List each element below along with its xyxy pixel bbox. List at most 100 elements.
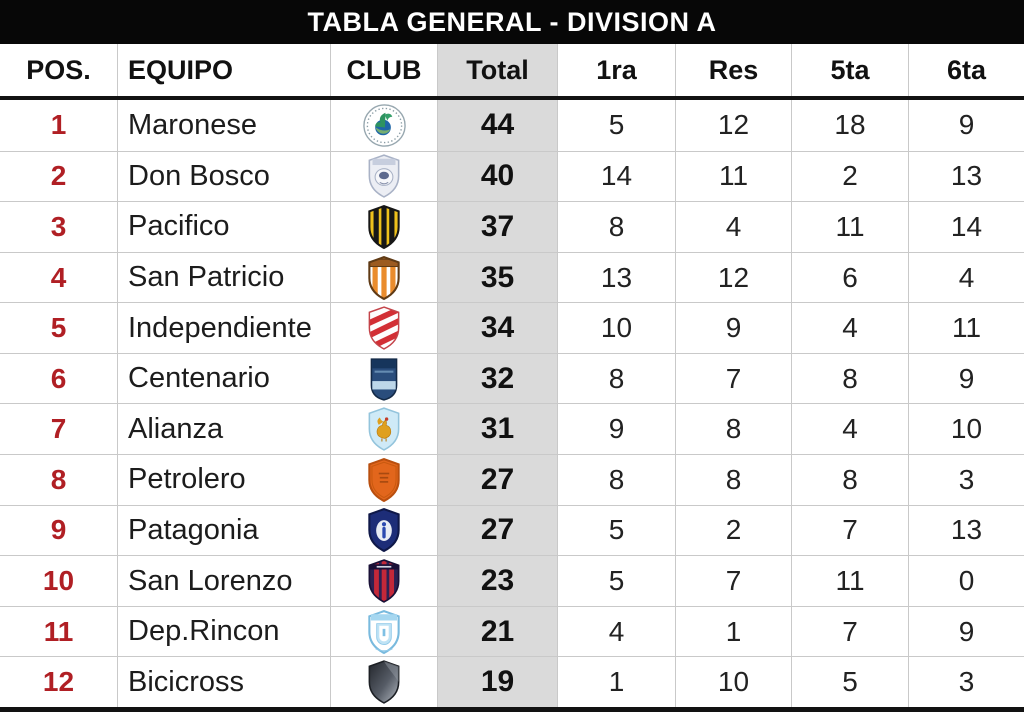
position-cell: 11 [43, 615, 74, 647]
position-cell: 7 [50, 413, 67, 445]
total-points-cell: 32 [437, 353, 557, 404]
res-points-cell: 11 [675, 151, 791, 202]
total-points-cell: 19 [437, 657, 557, 707]
team-name-cell: Don Bosco [117, 151, 330, 202]
1ra-points-cell: 5 [557, 556, 675, 606]
patagonia-crest-icon [361, 507, 407, 553]
club-cell [330, 100, 437, 151]
club-cell [330, 657, 437, 707]
column-header-row: POS. EQUIPO CLUB Total 1ra Res 5ta 6ta [0, 44, 1024, 100]
5ta-points-cell: 8 [791, 353, 908, 404]
table-row: 4 San Patricio 35 13 12 6 4 [0, 251, 1024, 303]
san-patricio-crest-icon [361, 255, 407, 301]
position-cell: 3 [50, 210, 67, 242]
club-cell [330, 303, 437, 353]
5ta-points-cell: 4 [791, 404, 908, 455]
club-cell [330, 202, 437, 252]
table-row: 5 Independiente 34 10 9 4 11 [0, 302, 1024, 353]
res-points-cell: 2 [675, 505, 791, 556]
table-body: 1 Maronese 44 5 12 18 9 2 Don Bosco 40 1… [0, 100, 1024, 707]
team-name-cell: Dep.Rincon [117, 606, 330, 657]
column-header-club: CLUB [330, 44, 437, 96]
san-lorenzo-crest-icon [361, 558, 407, 604]
team-name-cell: Independiente [117, 303, 330, 353]
position-cell: 8 [50, 463, 67, 495]
table-title: TABLA GENERAL - DIVISION A [307, 6, 717, 37]
team-name-cell: Bicicross [117, 657, 330, 707]
1ra-points-cell: 8 [557, 353, 675, 404]
1ra-points-cell: 14 [557, 151, 675, 202]
team-name-cell: Alianza [117, 404, 330, 455]
6ta-points-cell: 9 [908, 353, 1024, 404]
table-row: 9 Patagonia 27 5 2 7 13 [0, 504, 1024, 556]
5ta-points-cell: 7 [791, 606, 908, 657]
total-points-cell: 23 [437, 556, 557, 606]
bicicross-crest-icon [361, 659, 407, 705]
table-title-bar: TABLA GENERAL - DIVISION A [0, 0, 1024, 44]
club-cell [330, 252, 437, 303]
6ta-points-cell: 3 [908, 455, 1024, 505]
centenario-crest-icon [361, 356, 407, 402]
position-cell: 10 [42, 565, 75, 597]
total-points-cell: 44 [437, 100, 557, 151]
table-row: 10 San Lorenzo 23 5 7 11 0 [0, 555, 1024, 606]
total-points-cell: 37 [437, 202, 557, 252]
res-points-cell: 9 [675, 303, 791, 353]
position-cell: 6 [50, 362, 67, 394]
column-header-6ta: 6ta [908, 44, 1024, 96]
position-cell: 9 [50, 514, 67, 546]
res-points-cell: 10 [675, 657, 791, 707]
6ta-points-cell: 13 [908, 505, 1024, 556]
column-header-pos: POS. [26, 54, 91, 85]
res-points-cell: 4 [675, 202, 791, 252]
team-name-cell: San Lorenzo [117, 556, 330, 606]
position-cell: 12 [42, 666, 75, 698]
6ta-points-cell: 0 [908, 556, 1024, 606]
pacifico-crest-icon [361, 204, 407, 250]
table-row: 11 Dep.Rincon 21 4 1 7 9 [0, 605, 1024, 657]
total-points-cell: 21 [437, 606, 557, 657]
6ta-points-cell: 11 [908, 303, 1024, 353]
team-name-cell: Centenario [117, 353, 330, 404]
6ta-points-cell: 9 [908, 100, 1024, 151]
5ta-points-cell: 4 [791, 303, 908, 353]
club-cell [330, 151, 437, 202]
1ra-points-cell: 4 [557, 606, 675, 657]
res-points-cell: 1 [675, 606, 791, 657]
team-name-cell: Patagonia [117, 505, 330, 556]
position-cell: 2 [50, 160, 67, 192]
team-name-cell: Petrolero [117, 455, 330, 505]
don-bosco-crest-icon [361, 153, 407, 199]
club-cell [330, 556, 437, 606]
5ta-points-cell: 8 [791, 455, 908, 505]
5ta-points-cell: 2 [791, 151, 908, 202]
position-cell: 1 [50, 109, 67, 141]
1ra-points-cell: 5 [557, 100, 675, 151]
maronese-crest-icon [361, 102, 407, 148]
team-name-cell: San Patricio [117, 252, 330, 303]
6ta-points-cell: 13 [908, 151, 1024, 202]
1ra-points-cell: 9 [557, 404, 675, 455]
total-points-cell: 34 [437, 303, 557, 353]
position-cell: 4 [50, 261, 67, 293]
team-name-cell: Pacifico [117, 202, 330, 252]
dep-rincon-crest-icon [361, 609, 407, 655]
1ra-points-cell: 1 [557, 657, 675, 707]
res-points-cell: 7 [675, 556, 791, 606]
table-row: 3 Pacifico 37 8 4 11 14 [0, 201, 1024, 252]
column-header-equipo: EQUIPO [117, 44, 330, 96]
res-points-cell: 7 [675, 353, 791, 404]
total-points-cell: 27 [437, 455, 557, 505]
total-points-cell: 35 [437, 252, 557, 303]
1ra-points-cell: 8 [557, 202, 675, 252]
total-points-cell: 27 [437, 505, 557, 556]
club-cell [330, 505, 437, 556]
5ta-points-cell: 11 [791, 556, 908, 606]
6ta-points-cell: 4 [908, 252, 1024, 303]
club-cell [330, 455, 437, 505]
column-header-1ra: 1ra [557, 44, 675, 96]
independiente-crest-icon [361, 305, 407, 351]
res-points-cell: 8 [675, 404, 791, 455]
column-header-total: Total [437, 44, 557, 96]
